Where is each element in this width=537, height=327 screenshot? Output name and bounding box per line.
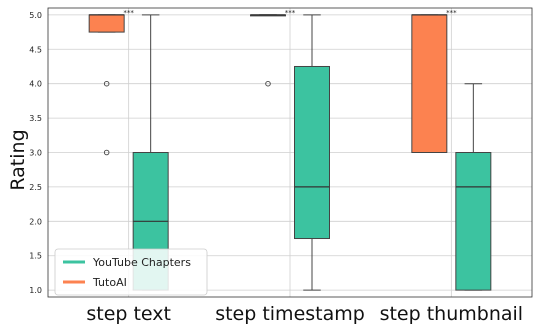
plot-frame (47, 7, 533, 298)
legend-entry: TutoAI (92, 276, 127, 289)
significance-marker: *** (285, 9, 296, 17)
box-1-1 (294, 14, 330, 291)
axes (47, 7, 533, 298)
legend-box (54, 248, 208, 296)
x-tick-label: step thumbnail (380, 303, 523, 325)
outlier-point (265, 80, 271, 87)
significance-marker: *** (446, 9, 457, 17)
box-rect (294, 65, 330, 240)
y-tick-label: 1.0 (29, 286, 42, 295)
legend: YouTube Chapters TutoAI (54, 248, 208, 296)
significance-marker: *** (123, 9, 134, 17)
box-0-2 (411, 14, 448, 154)
y-tick-label: 3.0 (29, 149, 42, 158)
y-tick-label: 4.5 (29, 45, 42, 54)
y-tick-label: 2.5 (29, 183, 42, 192)
outlier-point (103, 149, 110, 156)
y-tick-label: 2.0 (29, 217, 42, 226)
y-axis-title: Rating (7, 129, 29, 190)
y-tick-label: 3.5 (29, 114, 42, 123)
y-tick-label: 4.0 (29, 80, 42, 89)
box-0-1 (250, 14, 286, 87)
legend-entry: YouTube Chapters (92, 256, 191, 269)
y-tick-label: 5.0 (29, 11, 42, 20)
y-tick-label: 1.5 (29, 252, 42, 261)
x-tick-label: step text (86, 303, 171, 325)
x-tick-label: step timestamp (215, 303, 365, 325)
box-rect (411, 14, 448, 154)
box-rect (88, 14, 125, 33)
box-0-0 (88, 14, 125, 156)
box-1-2 (455, 83, 492, 291)
labels: 1.0 1.5 2.0 2.5 3.0 3.5 4.0 4.5 5.0 *** *** *** step… (29, 9, 523, 325)
box-rect (455, 152, 492, 291)
outlier-point (103, 80, 110, 87)
